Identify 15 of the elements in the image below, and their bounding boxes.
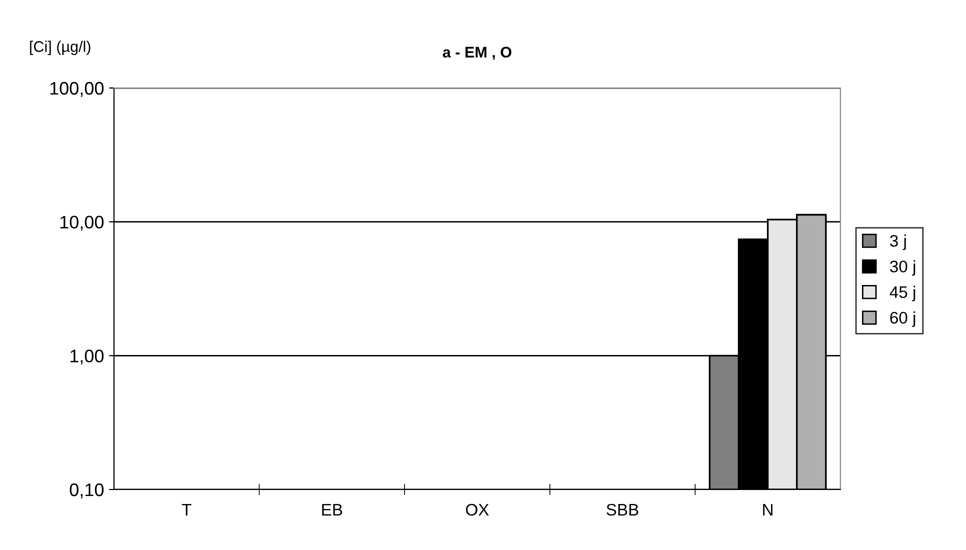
legend-label: 45 j: [890, 286, 916, 302]
y-tick-label: 100,00: [50, 82, 104, 97]
legend-label: 60 j: [890, 311, 916, 327]
x-tick-label: EB: [322, 504, 342, 516]
legend-label: 3 j: [890, 234, 906, 250]
y-tick-label: 0,10: [70, 483, 104, 498]
x-tick-label: SBB: [606, 504, 638, 516]
legend-label: 30 j: [890, 260, 916, 276]
chart-title: a - EM , O: [442, 46, 512, 60]
y-tick-label: 10,00: [60, 216, 104, 231]
y-tick-label: 1,00: [70, 350, 104, 365]
x-tick-label: N: [763, 504, 772, 516]
x-tick-label: OX: [466, 504, 489, 516]
x-tick-label: T: [182, 504, 192, 516]
y-axis-title: [Ci] (µg/l): [30, 40, 90, 55]
